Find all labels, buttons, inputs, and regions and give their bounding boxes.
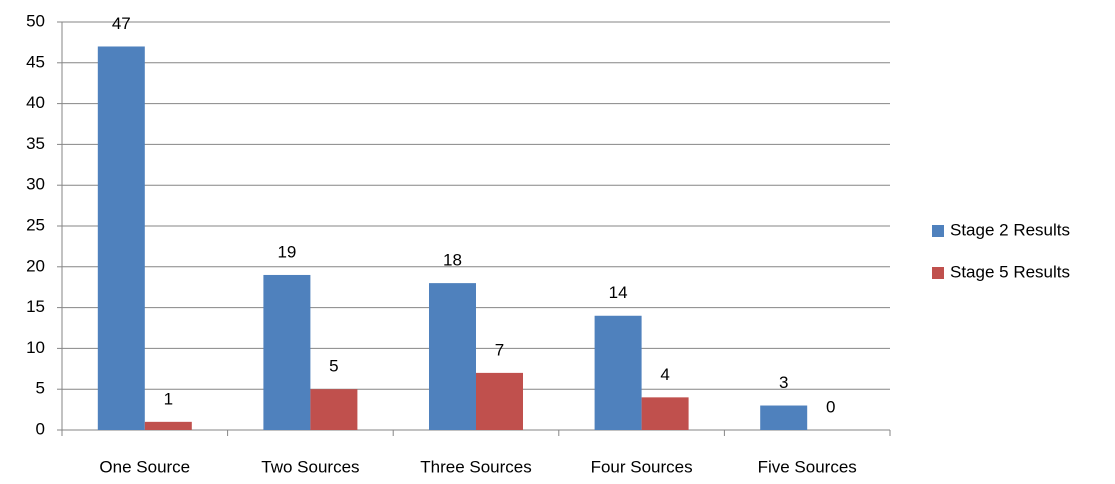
x-tick-label: Four Sources [591, 457, 693, 476]
bar [641, 397, 689, 430]
bar [760, 405, 808, 430]
x-tick-label: Two Sources [261, 457, 359, 476]
bar [144, 421, 192, 430]
data-label: 14 [609, 283, 628, 302]
y-tick-label: 45 [26, 52, 45, 71]
bar [476, 372, 523, 430]
legend-swatch [932, 225, 944, 237]
bar [594, 315, 642, 430]
y-tick-label: 15 [26, 297, 45, 316]
bar [97, 46, 145, 430]
bar [429, 283, 476, 430]
legend-label: Stage 2 Results [950, 220, 1070, 239]
data-label: 0 [826, 397, 835, 416]
y-tick-label: 10 [26, 338, 45, 357]
y-tick-label: 0 [36, 419, 45, 438]
data-label: 4 [660, 365, 669, 384]
x-tick-label: One Source [99, 457, 190, 476]
y-tick-label: 50 [26, 11, 45, 30]
legend-label: Stage 5 Results [950, 262, 1070, 281]
y-tick-label: 20 [26, 256, 45, 275]
x-tick-label: Three Sources [420, 457, 532, 476]
y-tick-label: 5 [36, 379, 45, 398]
y-tick-label: 35 [26, 134, 45, 153]
data-label: 19 [277, 242, 296, 261]
x-tick-label: Five Sources [758, 457, 857, 476]
data-label: 47 [112, 14, 131, 33]
y-tick-label: 30 [26, 175, 45, 194]
bar [263, 274, 311, 430]
data-label: 7 [495, 340, 504, 359]
data-label: 3 [779, 373, 788, 392]
legend-swatch [932, 267, 944, 279]
bar [310, 389, 358, 430]
data-label: 1 [164, 389, 173, 408]
y-tick-label: 25 [26, 215, 45, 234]
data-label: 5 [329, 357, 338, 376]
y-tick-label: 40 [26, 93, 45, 112]
data-label: 18 [443, 251, 462, 270]
